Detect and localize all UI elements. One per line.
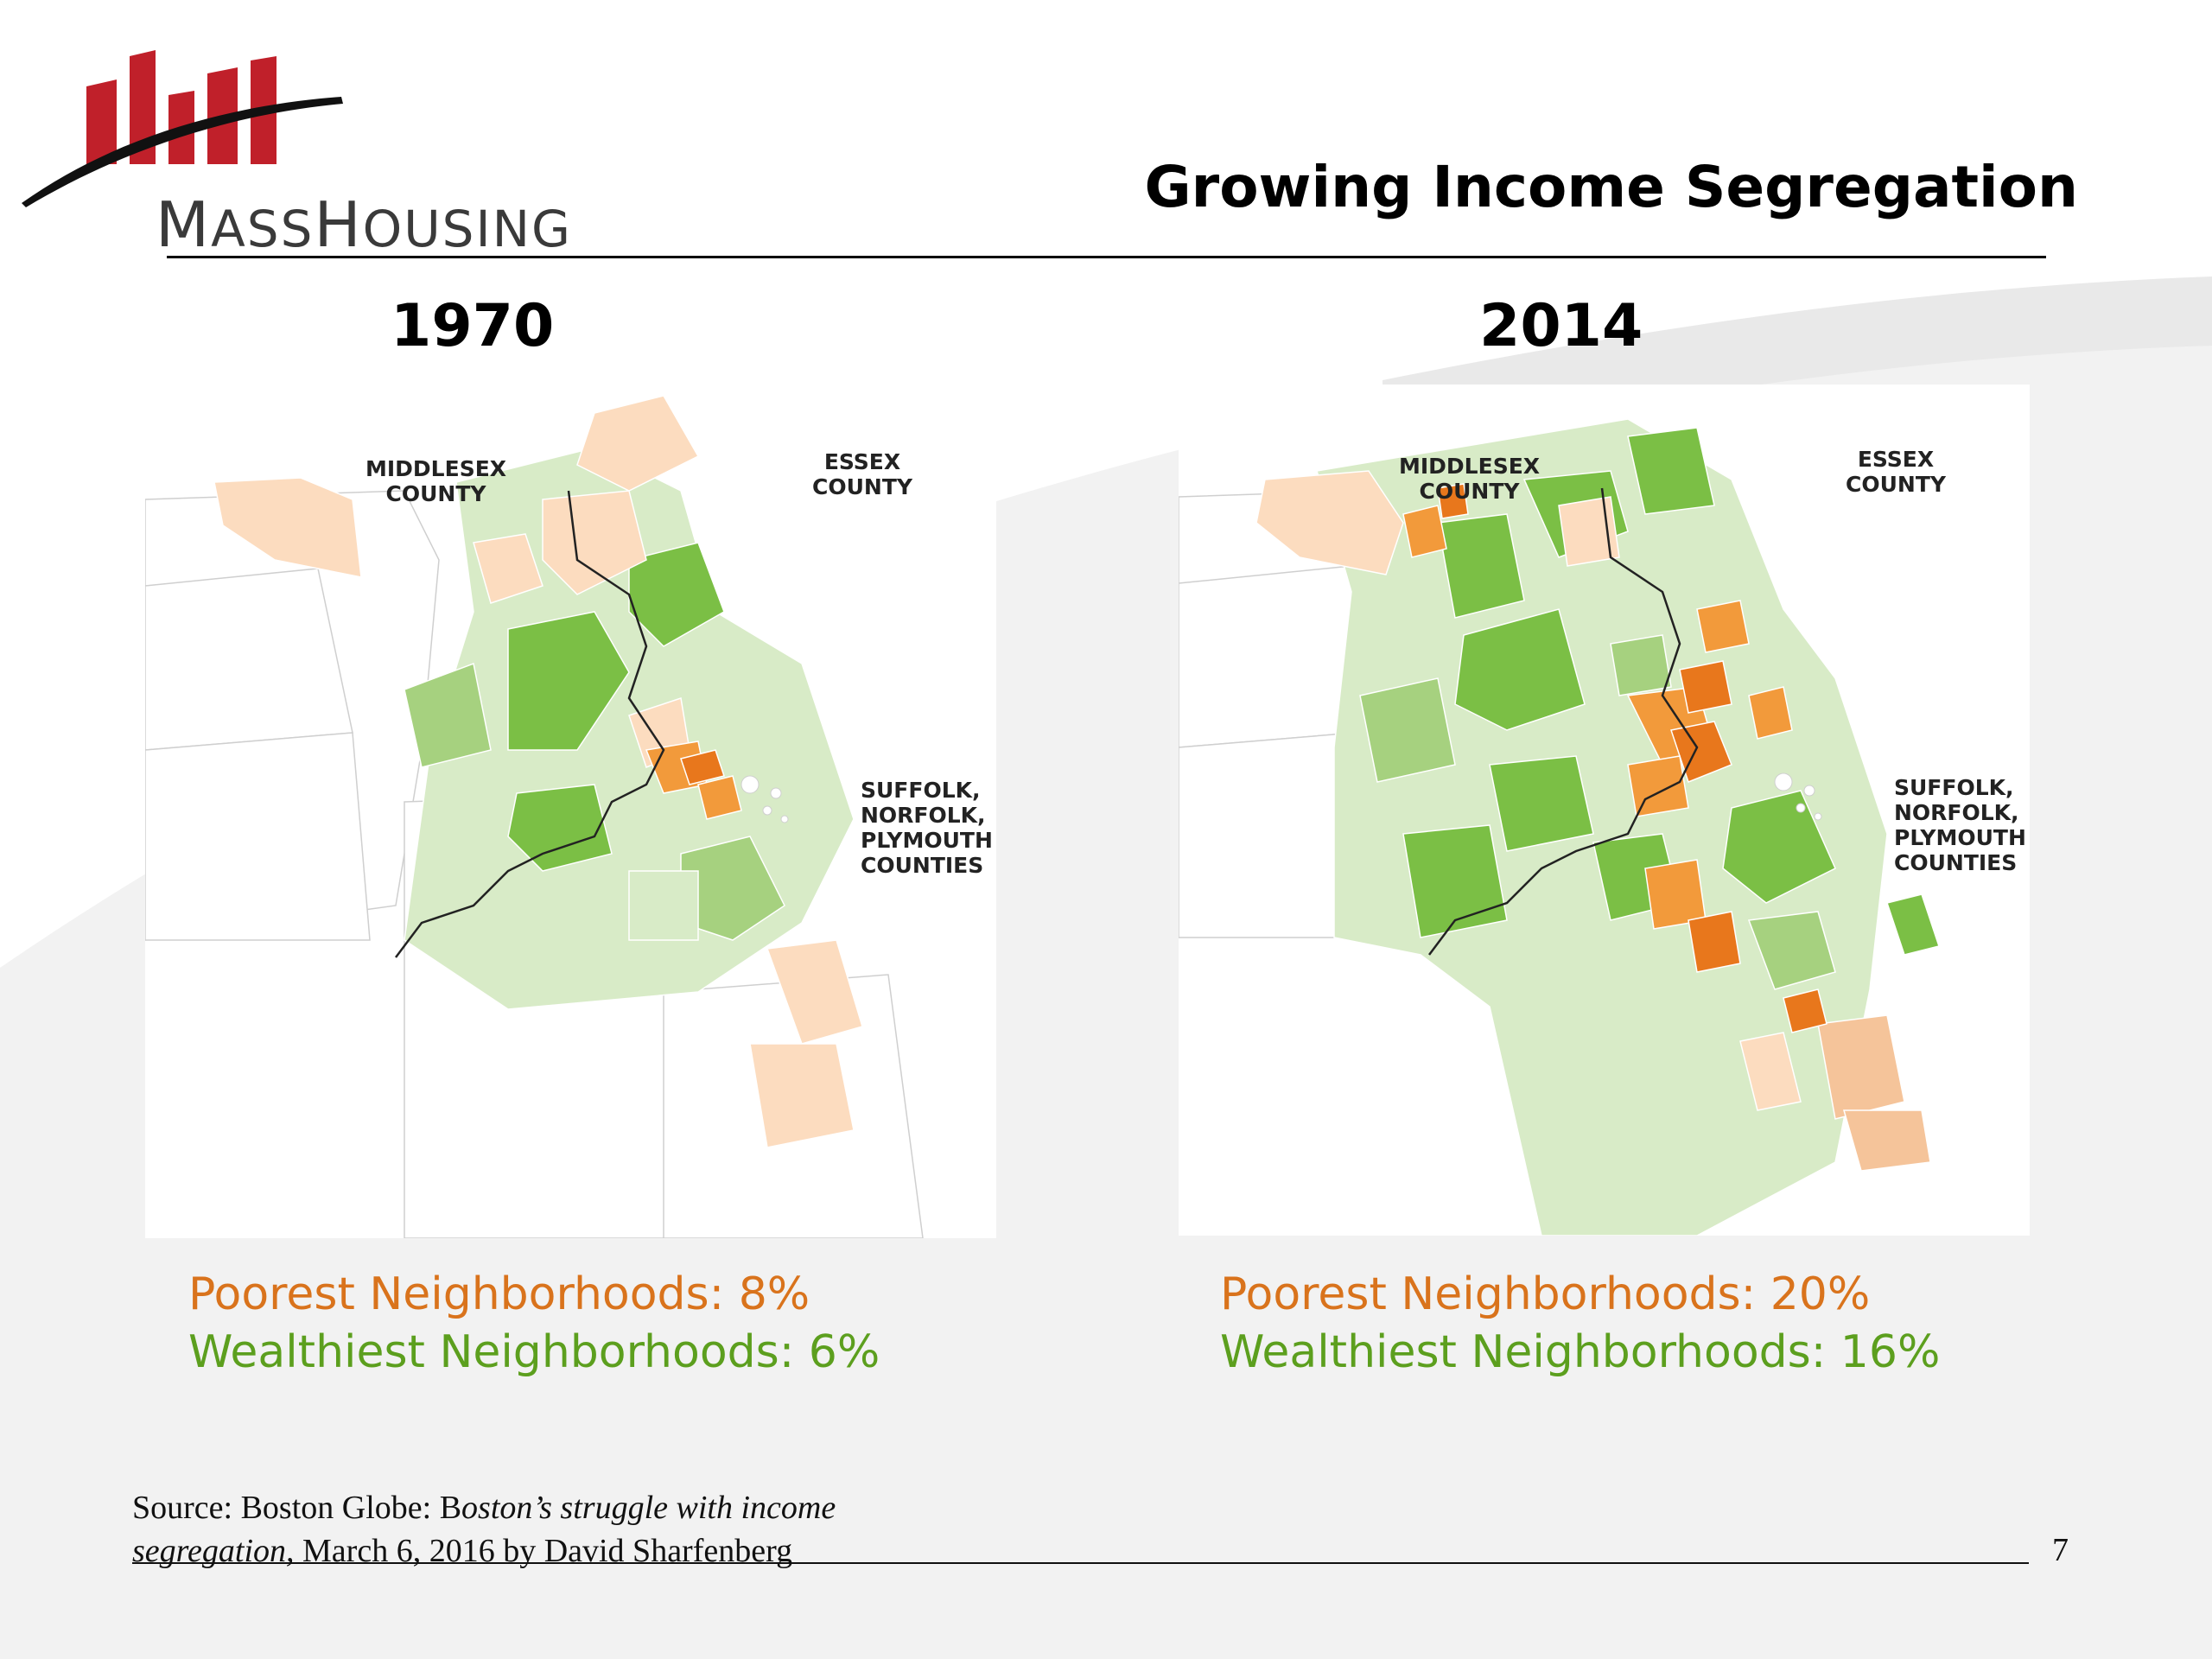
poorest-neighborhoods-2014: Poorest Neighborhoods: 20% xyxy=(1220,1268,1871,1320)
year-label-2014: 2014 xyxy=(1479,292,1643,360)
footer-divider xyxy=(132,1562,2029,1564)
label-suffolk-norfolk-plymouth: SUFFOLK, NORFOLK, PLYMOUTH COUNTIES xyxy=(1894,775,2026,875)
label-middlesex-county: MIDDLESEX COUNTY xyxy=(1399,454,1541,504)
map-2014: MIDDLESEX COUNTY ESSEX COUNTY SUFFOLK, NORF… xyxy=(1179,385,2030,1236)
label-essex-county: ESSEX COUNTY xyxy=(812,449,912,499)
page-number: 7 xyxy=(2052,1532,2069,1568)
title-divider xyxy=(167,256,2046,258)
year-label-1970: 1970 xyxy=(391,292,555,360)
masshousing-logo: MASSHOUSING xyxy=(22,35,570,261)
logo-wordmark: MASSHOUSING xyxy=(156,188,572,261)
label-essex-county: ESSEX COUNTY xyxy=(1846,447,1946,497)
map-1970: MIDDLESEX COUNTY ESSEX COUNTY SUFFOLK, NORF… xyxy=(145,387,996,1238)
wealthiest-neighborhoods-2014: Wealthiest Neighborhoods: 16% xyxy=(1220,1326,1941,1378)
wealthiest-neighborhoods-1970: Wealthiest Neighborhoods: 6% xyxy=(188,1326,880,1378)
slide-title: Growing Income Segregation xyxy=(1144,154,2078,220)
label-middlesex-county: MIDDLESEX COUNTY xyxy=(365,456,507,506)
source-citation: Source: Boston Globe: Boston’s struggle … xyxy=(132,1490,836,1569)
label-suffolk-norfolk-plymouth: SUFFOLK, NORFOLK, PLYMOUTH COUNTIES xyxy=(861,778,993,878)
poorest-neighborhoods-1970: Poorest Neighborhoods: 8% xyxy=(188,1268,810,1320)
